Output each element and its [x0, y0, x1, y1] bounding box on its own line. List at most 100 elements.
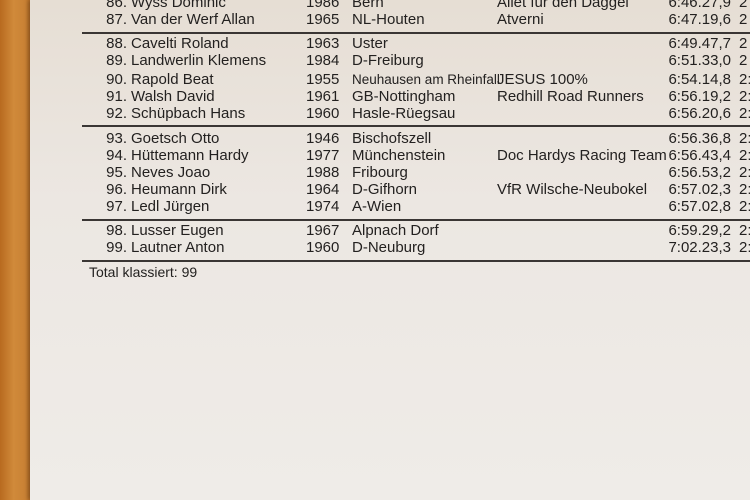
result-time: 6:57.02,3 [668, 181, 731, 198]
result-row: 91. Walsh David 1961 GB-Nottingham Redhill R… [0, 88, 750, 106]
result-time: 6:46.27,9 [668, 0, 731, 11]
result-name: Schüpbach Hans [131, 105, 246, 122]
result-rank: 88. [106, 35, 127, 52]
result-row: 95.Neves Joao 1988 Fribourg 6:56.53,2 2: [0, 164, 750, 182]
result-year: 1963 [306, 35, 340, 52]
result-city: Neuhausen am Rheinfall [352, 72, 500, 87]
result-city: D-Gifhorn [352, 181, 418, 198]
results-page [30, 0, 750, 500]
result-row: 87. Van der Werf Allan 1965 NL-Houten Atvern… [0, 11, 750, 29]
result-extra: 2 [739, 0, 748, 11]
result-year: 1961 [306, 88, 340, 105]
result-rank: 96. [106, 181, 127, 198]
result-extra: 2 [739, 11, 748, 28]
result-row: 86. Wyss Dominic 1986 Bern Allet für den Dag… [0, 0, 750, 12]
group-divider [82, 32, 750, 34]
result-city: Bischofszell [352, 130, 432, 147]
result-rank: 97. [106, 198, 127, 215]
result-time: 6:57.02,8 [668, 198, 731, 215]
result-rank: 91. [106, 88, 127, 105]
result-time: 6:51.33,0 [668, 52, 731, 69]
result-name: Ledl Jürgen [131, 198, 210, 215]
group-divider [82, 260, 750, 262]
group-divider [82, 219, 750, 221]
result-row: 96. Heumann Dirk 1964 D-Gifhorn VfR Wilsche-… [0, 181, 750, 199]
result-rank: 93. [106, 130, 127, 147]
result-extra: 2 [739, 52, 748, 69]
result-year: 1965 [306, 11, 340, 28]
result-name: Cavelti Roland [131, 35, 229, 52]
result-city: NL-Houten [352, 11, 425, 28]
result-rank: 92. [106, 105, 127, 122]
result-year: 1967 [306, 222, 340, 239]
result-rank: 98. [106, 222, 127, 239]
result-row: 99.Lautner Anton 1960 D-Neuburg 7:02.23,3 2:… [0, 239, 750, 257]
result-extra: 2: [739, 164, 750, 181]
result-name: Goetsch Otto [131, 130, 220, 147]
result-time: 6:56.36,8 [668, 130, 731, 147]
result-name: Hüttemann Hardy [131, 147, 249, 164]
result-row: 90. Rapold Beat 1955 Neuhausen am Rheinfall… [0, 71, 750, 89]
result-year: 1960 [306, 239, 340, 256]
result-rank: 94. [106, 147, 127, 164]
result-city: Fribourg [352, 164, 408, 181]
result-extra: 2: [739, 130, 750, 147]
result-city: Hasle-Rüegsau [352, 105, 456, 122]
result-name: Rapold Beat [131, 71, 214, 88]
result-name: Wyss Dominic [131, 0, 226, 11]
result-extra: 2: [739, 147, 750, 164]
result-name: Walsh David [131, 88, 215, 105]
result-city: Alpnach Dorf [352, 222, 439, 239]
wooden-table-edge [0, 0, 34, 500]
result-city: Münchenstein [352, 147, 446, 164]
result-row: 94. Hüttemann Hardy 1977 Münchenstein Doc Ha… [0, 147, 750, 165]
result-name: Lusser Eugen [131, 222, 224, 239]
result-city: D-Freiburg [352, 52, 424, 69]
result-name: Landwerlin Klemens [131, 52, 267, 69]
result-city: D-Neuburg [352, 239, 426, 256]
result-name: Van der Werf Allan [131, 11, 255, 28]
result-club: JESUS 100% [497, 71, 588, 88]
result-year: 1946 [306, 130, 340, 147]
result-time: 6:49.47,7 [668, 35, 731, 52]
result-time: 6:56.53,2 [668, 164, 731, 181]
result-year: 1977 [306, 147, 340, 164]
result-year: 1960 [306, 105, 340, 122]
result-time: 6:54.14,8 [668, 71, 731, 88]
result-year: 1964 [306, 181, 340, 198]
group-divider [82, 125, 750, 127]
result-club: Redhill Road Runners [497, 88, 644, 105]
result-rank: 99. [106, 239, 127, 256]
result-name: Neves Joao [131, 164, 211, 181]
result-name: Lautner Anton [131, 239, 225, 256]
result-rank: 87. [106, 11, 127, 28]
total-classified: Total klassiert: 99 [89, 264, 198, 280]
result-time: 6:56.43,4 [668, 147, 731, 164]
result-year: 1986 [306, 0, 340, 11]
result-extra: 2 [739, 35, 748, 52]
result-row: 93. Goetsch Otto 1946 Bischofszell 6:56.36,8… [0, 130, 750, 148]
result-city: Uster [352, 35, 388, 52]
result-extra: 2:4 [739, 239, 750, 256]
result-year: 1984 [306, 52, 340, 69]
result-club: VfR Wilsche-Neubokel [497, 181, 648, 198]
result-extra: 2: [739, 105, 750, 122]
result-extra: 2:4 [739, 198, 750, 215]
result-row: 92. Schüpbach Hans 1960 Hasle-Rüegsau 6:56.2… [0, 105, 750, 123]
result-rank: 90. [106, 71, 127, 88]
result-rank: 86. [106, 0, 127, 11]
result-row: 89. Landwerlin Klemens 1984 D-Freiburg 6:51.… [0, 52, 750, 70]
result-year: 1988 [306, 164, 340, 181]
result-city: Bern [352, 0, 384, 11]
result-row: 97.Ledl Jürgen 1974 A-Wien 6:57.02,8 2:4 [0, 198, 750, 216]
result-year: 1955 [306, 71, 340, 88]
result-city: GB-Nottingham [352, 88, 456, 105]
result-extra: 2: [739, 88, 750, 105]
result-time: 6:47.19,6 [668, 11, 731, 28]
result-time: 6:56.19,2 [668, 88, 731, 105]
result-rank: 95. [106, 164, 127, 181]
result-row: 98. Lusser Eugen 1967 Alpnach Dorf 6:59.29,2… [0, 222, 750, 240]
result-extra: 2:4 [739, 181, 750, 198]
result-extra: 2: [739, 71, 750, 88]
result-row: 88. Cavelti Roland 1963 Uster 6:49.47,7 2 [0, 35, 750, 53]
